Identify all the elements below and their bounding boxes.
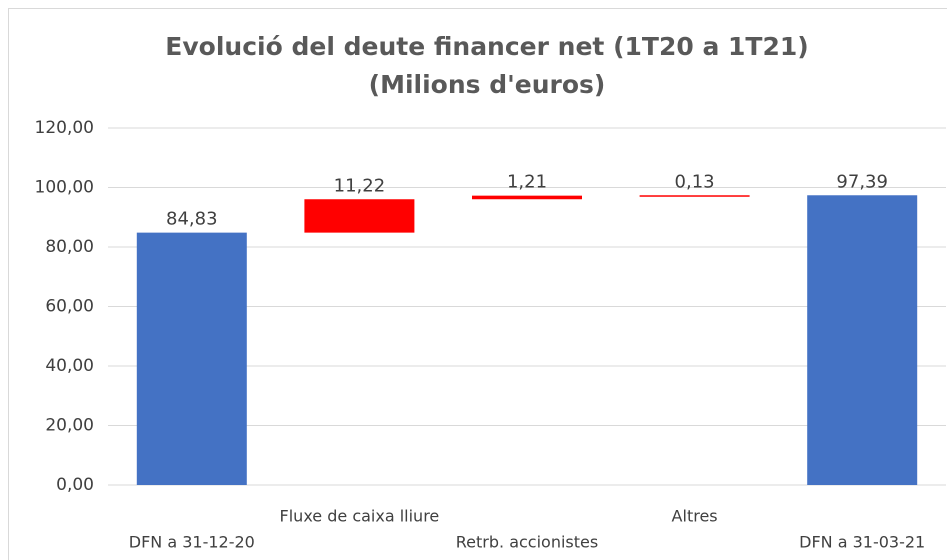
y-tick-label: 20,00 <box>45 416 94 436</box>
x-tick-label: Retrb. accionistes <box>456 533 598 552</box>
y-tick-label: 40,00 <box>45 356 94 376</box>
x-tick-label: DFN a 31-03-21 <box>799 533 925 552</box>
x-tick-label: DFN a 31-12-20 <box>129 533 255 552</box>
x-tick-label: Fluxe de caixa lliure <box>280 507 440 526</box>
data-label: 0,13 <box>675 171 715 192</box>
data-label: 11,22 <box>334 175 386 196</box>
y-tick-label: 0,00 <box>56 475 94 495</box>
y-tick-label: 100,00 <box>35 178 94 198</box>
bar <box>807 195 918 485</box>
bar <box>304 199 415 233</box>
chart-subtitle: (Milions d'euros) <box>369 70 606 99</box>
y-tick-label: 60,00 <box>45 297 94 317</box>
bar <box>136 232 247 485</box>
x-tick-label: Altres <box>672 507 718 526</box>
y-tick-label: 120,00 <box>35 118 94 138</box>
data-label: 97,39 <box>836 171 888 192</box>
bar <box>639 195 750 197</box>
data-label: 84,83 <box>166 209 218 230</box>
bar <box>472 195 582 200</box>
data-label: 1,21 <box>507 172 547 193</box>
y-tick-label: 80,00 <box>45 237 94 257</box>
chart-title: Evolució del deute financer net (1T20 a … <box>165 32 808 61</box>
